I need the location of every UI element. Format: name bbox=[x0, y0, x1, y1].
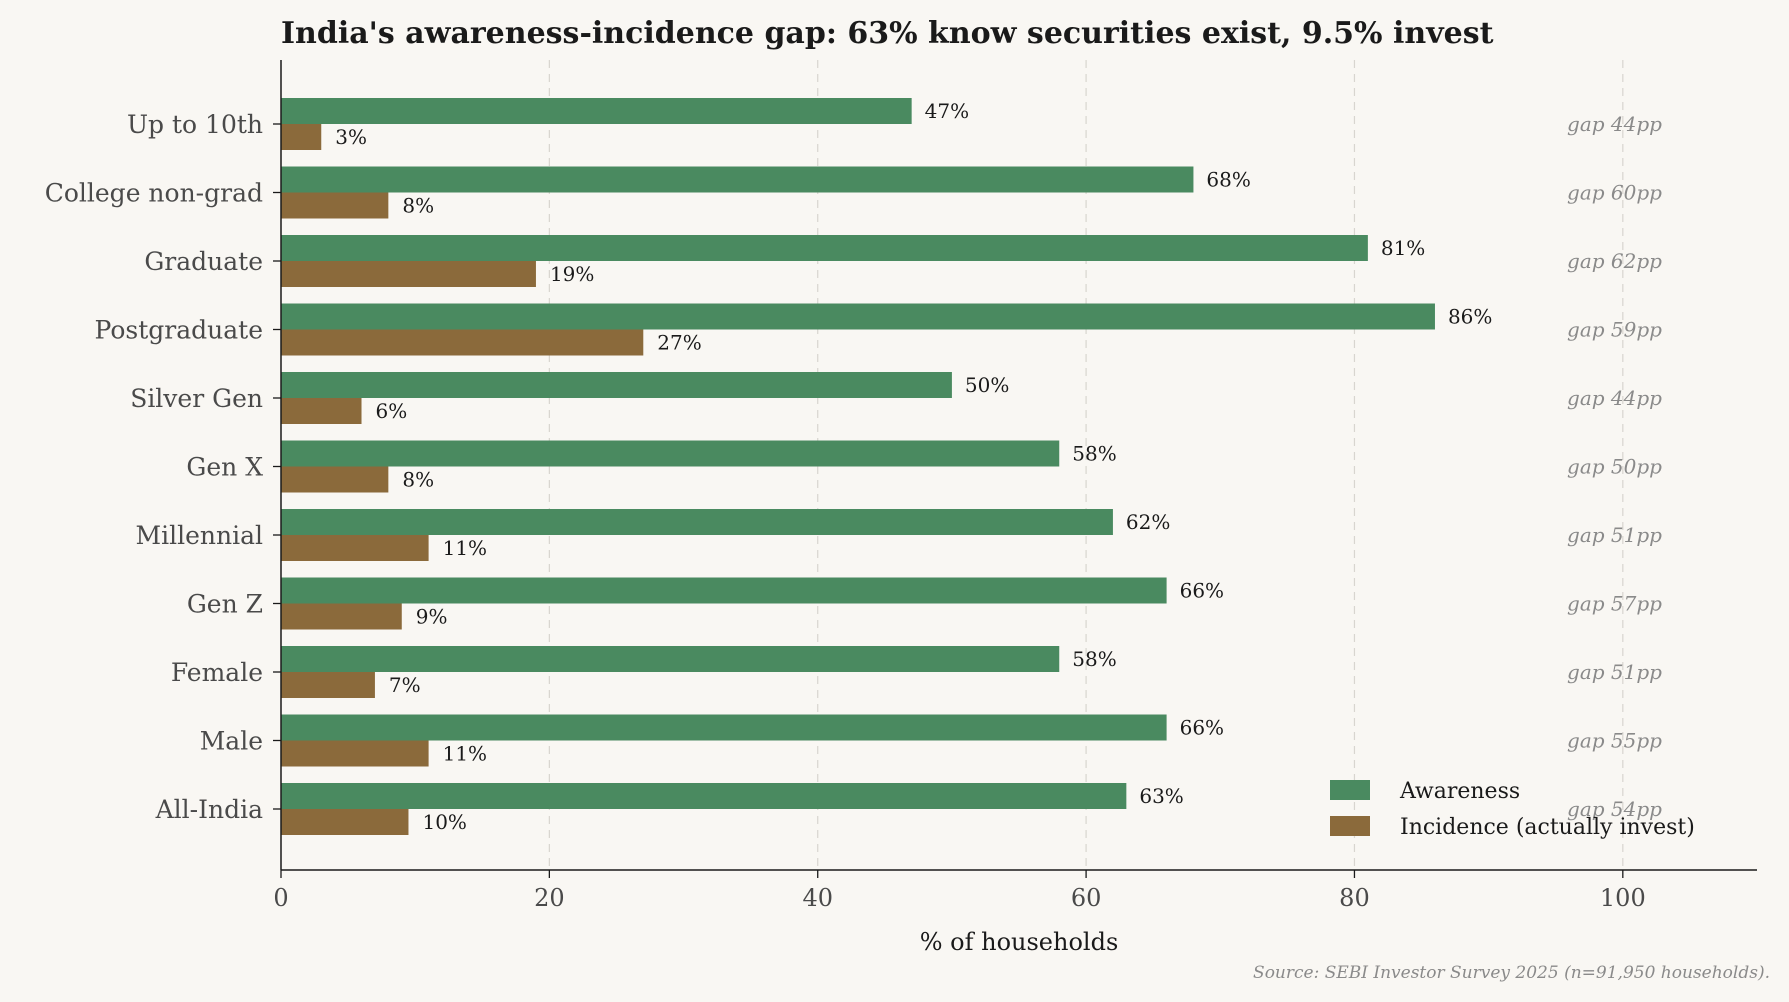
value-label-awareness-female: 58% bbox=[1072, 647, 1116, 671]
value-label-awareness-gen-z: 66% bbox=[1180, 579, 1224, 603]
value-label-incidence-gen-x: 8% bbox=[402, 468, 434, 492]
source-note: Source: SEBI Investor Survey 2025 (n=91,… bbox=[1253, 963, 1770, 983]
gap-label-postgraduate: gap 59pp bbox=[1567, 318, 1662, 342]
value-label-incidence-millennial: 11% bbox=[443, 536, 487, 560]
bar-awareness-millennial bbox=[281, 509, 1113, 535]
legend-swatch-incidence bbox=[1330, 816, 1370, 836]
value-label-incidence-male: 11% bbox=[443, 742, 487, 766]
x-tick-label-20: 20 bbox=[534, 884, 565, 912]
gap-label-all-india: gap 54pp bbox=[1567, 797, 1662, 821]
gap-label-up-to-10th: gap 44pp bbox=[1567, 112, 1662, 136]
value-label-incidence-college-non-grad: 8% bbox=[402, 194, 434, 218]
gap-label-male: gap 55pp bbox=[1567, 729, 1662, 753]
gap-label-graduate: gap 62pp bbox=[1567, 249, 1662, 273]
value-label-incidence-postgraduate: 27% bbox=[657, 331, 701, 355]
value-label-incidence-graduate: 19% bbox=[550, 262, 594, 286]
category-label-gen-z: Gen Z bbox=[187, 590, 263, 619]
value-label-incidence-all-india: 10% bbox=[422, 810, 466, 834]
bar-labels: 47% 3% gap 44pp 68% 8% gap 60pp 81% 19% gap 62pp… bbox=[335, 99, 1662, 834]
category-label-all-india: All-India bbox=[155, 795, 263, 824]
value-label-awareness-up-to-10th: 47% bbox=[925, 99, 969, 123]
x-tick-label-40: 40 bbox=[802, 884, 833, 912]
category-label-graduate: Graduate bbox=[144, 247, 263, 276]
value-label-awareness-silver-gen: 50% bbox=[965, 373, 1009, 397]
chart-title: India's awareness-incidence gap: 63% kno… bbox=[281, 16, 1494, 51]
value-label-incidence-up-to-10th: 3% bbox=[335, 125, 367, 149]
bar-incidence-college-non-grad bbox=[281, 192, 389, 219]
x-tick-label-60: 60 bbox=[1071, 884, 1102, 912]
gap-label-gen-z: gap 57pp bbox=[1567, 592, 1662, 616]
bar-awareness-postgraduate bbox=[281, 303, 1435, 330]
x-tick-label-80: 80 bbox=[1339, 884, 1370, 912]
bar-awareness-college-non-grad bbox=[281, 166, 1194, 193]
value-label-awareness-all-india: 63% bbox=[1139, 784, 1183, 808]
axes: Up to 10th College non-grad Graduate Postgr… bbox=[45, 60, 1757, 912]
gap-label-millennial: gap 51pp bbox=[1567, 523, 1662, 547]
value-label-awareness-millennial: 62% bbox=[1126, 510, 1170, 534]
gap-label-silver-gen: gap 44pp bbox=[1567, 386, 1662, 410]
value-label-awareness-postgraduate: 86% bbox=[1448, 305, 1492, 329]
category-label-millennial: Millennial bbox=[136, 521, 263, 550]
value-label-awareness-male: 66% bbox=[1180, 716, 1224, 740]
value-label-incidence-gen-z: 9% bbox=[416, 605, 448, 629]
value-label-incidence-silver-gen: 6% bbox=[376, 399, 408, 423]
bar-awareness-gen-z bbox=[281, 577, 1167, 604]
category-label-up-to-10th: Up to 10th bbox=[127, 110, 263, 139]
bar-incidence-millennial bbox=[281, 535, 429, 561]
bar-awareness-female bbox=[281, 646, 1060, 672]
legend: Awareness Incidence (actually invest) bbox=[1330, 779, 1695, 840]
x-tick-label-0: 0 bbox=[273, 884, 288, 912]
legend-swatch-awareness bbox=[1330, 780, 1370, 800]
value-label-incidence-female: 7% bbox=[389, 673, 421, 697]
gap-label-college-non-grad: gap 60pp bbox=[1567, 181, 1662, 205]
bar-incidence-up-to-10th bbox=[281, 124, 322, 150]
category-label-gen-x: Gen X bbox=[186, 453, 263, 482]
bar-incidence-all-india bbox=[281, 809, 409, 835]
bar-incidence-silver-gen bbox=[281, 398, 362, 424]
bar-incidence-gen-z bbox=[281, 603, 402, 630]
gap-label-gen-x: gap 50pp bbox=[1567, 455, 1662, 479]
x-tick-label-100: 100 bbox=[1600, 884, 1646, 912]
bar-awareness-all-india bbox=[281, 783, 1127, 809]
bars bbox=[281, 98, 1435, 835]
bar-awareness-gen-x bbox=[281, 440, 1060, 467]
legend-label-awareness: Awareness bbox=[1399, 779, 1520, 804]
bar-awareness-male bbox=[281, 714, 1167, 741]
category-label-male: Male bbox=[200, 727, 263, 756]
bar-incidence-graduate bbox=[281, 261, 536, 287]
x-axis-label: % of households bbox=[920, 928, 1119, 956]
bar-awareness-silver-gen bbox=[281, 372, 952, 398]
legend-label-incidence: Incidence (actually invest) bbox=[1400, 815, 1695, 840]
category-label-college-non-grad: College non-grad bbox=[45, 179, 263, 208]
category-label-postgraduate: Postgraduate bbox=[95, 316, 263, 345]
category-label-female: Female bbox=[171, 658, 263, 687]
value-label-awareness-graduate: 81% bbox=[1381, 236, 1425, 260]
bar-incidence-female bbox=[281, 672, 375, 698]
bar-awareness-graduate bbox=[281, 235, 1368, 261]
category-label-silver-gen: Silver Gen bbox=[130, 384, 263, 413]
bar-incidence-postgraduate bbox=[281, 329, 644, 356]
bar-incidence-gen-x bbox=[281, 466, 389, 493]
bar-incidence-male bbox=[281, 740, 429, 767]
value-label-awareness-college-non-grad: 68% bbox=[1206, 168, 1250, 192]
bar-awareness-up-to-10th bbox=[281, 98, 912, 124]
value-label-awareness-gen-x: 58% bbox=[1072, 442, 1116, 466]
gap-label-female: gap 51pp bbox=[1567, 660, 1662, 684]
